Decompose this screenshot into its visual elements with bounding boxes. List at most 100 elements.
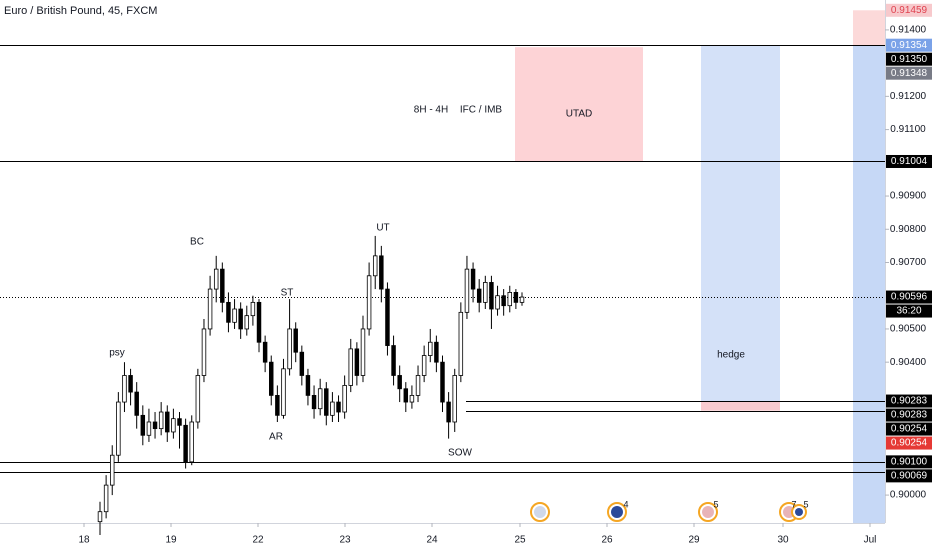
price-badge [886, 52, 932, 66]
price-badge [886, 3, 932, 17]
candle-body [311, 395, 317, 410]
candle-body [458, 311, 464, 376]
candle-body [238, 308, 243, 330]
candle-body [354, 348, 360, 376]
candle-body [220, 268, 225, 303]
y-tick-label: 0.90400 [890, 357, 927, 368]
candle-body [269, 361, 274, 396]
price-badge [886, 66, 932, 80]
zone-label: hedge [717, 350, 745, 361]
candle-body [483, 282, 488, 303]
zone [701, 45, 780, 402]
candle-body [342, 385, 347, 413]
candle-body [391, 345, 396, 376]
candle-body [446, 401, 451, 423]
annotation: BC [190, 237, 204, 248]
candle-body [195, 375, 201, 423]
price-badge [886, 469, 932, 483]
x-tick-label: 24 [426, 535, 438, 546]
candle-body [189, 421, 194, 463]
x-tick-label: 19 [165, 535, 177, 546]
candle-body [452, 375, 457, 423]
price-badge-label: 36:20 [896, 306, 921, 317]
x-tick-label: 18 [78, 535, 90, 546]
event-icons [530, 502, 807, 522]
annotation: SOW [448, 448, 472, 459]
price-badge [886, 422, 932, 436]
candle-body [140, 414, 146, 436]
event-count: 7 [791, 499, 796, 509]
x-tick-label: 26 [601, 535, 613, 546]
candle-body [501, 295, 506, 307]
price-badge [886, 38, 932, 52]
candle-body [293, 328, 298, 353]
candle-body [287, 328, 292, 370]
event-count: 5 [803, 499, 808, 509]
candle-body [470, 268, 476, 290]
x-tick-label: 25 [514, 535, 526, 546]
candle-body [409, 395, 415, 403]
zone [853, 10, 885, 46]
candle-body [158, 411, 164, 430]
zone [515, 47, 643, 162]
y-tick-label: 0.90500 [890, 324, 927, 335]
candle-body [519, 296, 525, 303]
candle-body [324, 388, 329, 416]
price-badge [886, 455, 932, 469]
candle-body [152, 421, 158, 430]
y-tick-label: 0.90800 [890, 224, 927, 235]
annotation: UT [376, 223, 389, 234]
candle-body [177, 418, 182, 426]
x-tick-label: Jul [864, 535, 877, 546]
x-tick-label: 22 [252, 535, 264, 546]
price-badge-label: 0.90254 [891, 438, 928, 449]
candle-body [116, 401, 121, 456]
zone [701, 401, 780, 411]
price-badge-label: 0.91004 [891, 156, 928, 167]
candle-body [275, 395, 280, 416]
event-count: 4 [623, 499, 628, 509]
candle-body [146, 421, 152, 436]
y-tick-label: 0.91100 [890, 124, 926, 135]
candle-body [134, 391, 139, 416]
candle-body [305, 375, 311, 396]
candle-body [336, 401, 341, 413]
price-badge-label: 0.90069 [891, 471, 928, 482]
candle-body [183, 424, 188, 463]
price-badge-label: 0.90283 [891, 396, 928, 407]
candle-body [165, 411, 170, 433]
candle-body [366, 275, 372, 330]
price-badge [886, 154, 932, 168]
candle-body [201, 328, 207, 376]
candle-body [476, 288, 482, 303]
chart-title: Euro / British Pound, 45, FXCM [4, 5, 157, 17]
candle-body [250, 301, 256, 317]
candle-body [244, 315, 250, 330]
annotation: AR [269, 432, 283, 443]
candle-body [262, 341, 268, 363]
candle-body [434, 341, 439, 363]
candle-body [421, 355, 427, 376]
y-tick-label: 0.90700 [890, 257, 927, 268]
price-badge-label: 0.90283 [891, 410, 928, 421]
candle-body [440, 361, 445, 403]
candle-body [428, 341, 433, 356]
candle-body [415, 375, 421, 396]
price-badge [886, 408, 932, 422]
candle-body [232, 308, 237, 323]
candle-body [317, 388, 323, 410]
price-badge-label: 0.91348 [891, 68, 928, 79]
candle-body [507, 292, 513, 307]
price-badge-label: 0.91350 [891, 54, 928, 65]
x-tick-label: 29 [688, 535, 700, 546]
event-count: 5 [713, 499, 718, 509]
annotation: ST [281, 288, 294, 299]
candle-body [281, 368, 286, 416]
candle-body [103, 484, 109, 513]
candle-body [213, 268, 219, 290]
candle-body [495, 295, 500, 310]
candle-body [226, 301, 231, 323]
price-badge [886, 436, 932, 450]
candle-body [299, 351, 305, 376]
candle-body [122, 375, 127, 403]
